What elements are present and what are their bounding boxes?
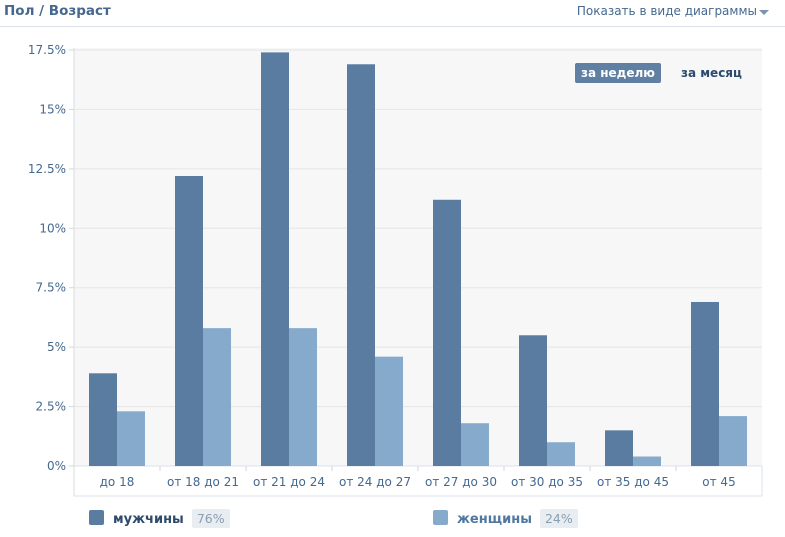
- legend-item-men[interactable]: мужчины 76%: [89, 509, 230, 529]
- legend-pct-women: 24%: [539, 509, 578, 528]
- legend-swatch-men: [89, 510, 104, 525]
- y-tick-label: 17.5%: [28, 43, 66, 57]
- x-tick-label: до 18: [100, 475, 135, 489]
- bar-women: [289, 328, 317, 466]
- x-tick-label: от 35 до 45: [597, 475, 669, 489]
- x-tick-label: от 18 до 21: [167, 475, 239, 489]
- chevron-down-icon[interactable]: [759, 10, 769, 15]
- bar-men: [261, 52, 289, 467]
- bar-women: [375, 356, 403, 466]
- bar-men: [691, 301, 719, 466]
- bar-men: [175, 175, 203, 466]
- y-tick-label: 7.5%: [36, 281, 67, 295]
- period-month-button[interactable]: за месяц: [681, 66, 742, 80]
- y-tick-label: 5%: [47, 340, 66, 354]
- section-header: Пол / Возраст Показать в виде диаграммы: [0, 0, 785, 27]
- bar-women: [461, 423, 489, 466]
- bar-men: [347, 64, 375, 467]
- age-gender-bar-chart: 0% 2.5% 5% 7.5% 10% 12.5% 15% 17.5% до 18 от 18 д…: [28, 43, 763, 497]
- x-tick-label: от 30 до 35: [511, 475, 583, 489]
- bar-women: [547, 442, 575, 466]
- bar-men: [89, 373, 117, 466]
- bar-women: [633, 456, 661, 466]
- y-tick-label: 0%: [47, 459, 66, 473]
- legend-label-men: мужчины: [113, 512, 184, 527]
- y-tick-label: 2.5%: [36, 400, 67, 414]
- bar-women: [203, 328, 231, 466]
- x-tick-label: от 21 до 24: [253, 475, 325, 489]
- x-tick-label: от 27 до 30: [425, 475, 497, 489]
- legend-label-women: женщины: [457, 512, 532, 527]
- y-tick-label: 10%: [39, 221, 66, 235]
- bar-men: [605, 430, 633, 466]
- bar-men: [433, 199, 461, 466]
- show-as-diagram-link[interactable]: Показать в виде диаграммы: [576, 4, 757, 18]
- bar-women: [719, 416, 747, 466]
- period-week-button[interactable]: за неделю: [575, 63, 661, 83]
- y-tick-label: 12.5%: [28, 162, 66, 176]
- legend-item-women[interactable]: женщины 24%: [433, 509, 578, 529]
- legend-swatch-women: [433, 510, 448, 525]
- legend-pct-men: 76%: [191, 509, 230, 528]
- x-tick-label: от 45: [702, 475, 735, 489]
- y-tick-label: 15%: [39, 102, 66, 116]
- bar-women: [117, 411, 145, 466]
- bar-men: [519, 335, 547, 466]
- section-title: Пол / Возраст: [4, 3, 111, 19]
- x-tick-label: от 24 до 27: [339, 475, 411, 489]
